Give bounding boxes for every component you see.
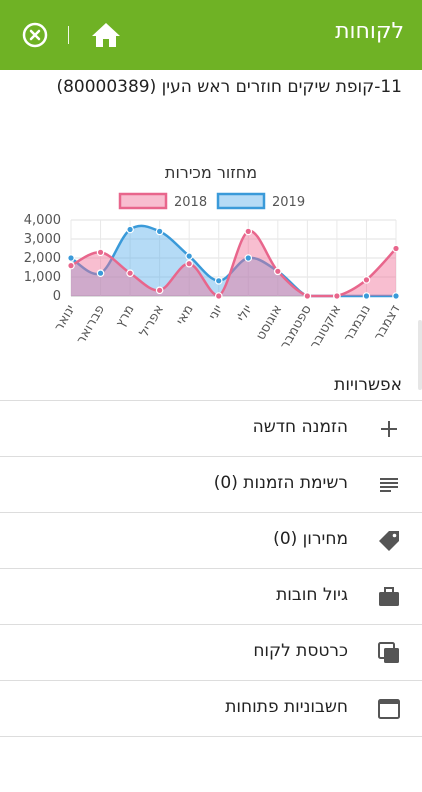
data-point-2018 bbox=[214, 292, 223, 300]
menu-item-label: חשבוניות פתוחות bbox=[225, 697, 348, 717]
x-tick-label: ינואר bbox=[52, 302, 79, 334]
price-list-item[interactable]: מחירון (0) bbox=[0, 512, 422, 568]
debt-aging-item[interactable]: גיול חובות bbox=[0, 568, 422, 624]
sales-chart: מחזור מכירות 2019 2018 0 1,000 2,000 3,000 4,00… bbox=[0, 150, 422, 375]
x-tick-label: דצמבר bbox=[371, 303, 403, 344]
legend-swatch-2018 bbox=[118, 192, 168, 210]
window-icon bbox=[378, 699, 400, 719]
data-point-2018 bbox=[362, 276, 371, 284]
close-circle-icon bbox=[22, 22, 48, 48]
chart-title: מחזור מכירות bbox=[165, 163, 257, 182]
data-point-2019 bbox=[362, 292, 371, 300]
more-item[interactable] bbox=[0, 736, 422, 792]
data-point-2018 bbox=[244, 227, 253, 236]
legend-label-2019: 2019 bbox=[272, 195, 305, 210]
y-tick-label: 1,000 bbox=[24, 270, 61, 285]
customer-title: 11-קופת שיקים חוזרים ראש העין (80000389) bbox=[56, 77, 402, 97]
menu-item-label: גיול חובות bbox=[276, 585, 348, 605]
x-tick-label: אוגוסט bbox=[253, 303, 285, 343]
data-point-2018 bbox=[303, 292, 312, 300]
briefcase-icon bbox=[379, 587, 399, 606]
home-icon bbox=[92, 23, 120, 47]
x-tick-label: מרץ bbox=[113, 303, 138, 331]
y-tick-label: 3,000 bbox=[24, 232, 61, 247]
data-point-2019 bbox=[126, 225, 134, 234]
top-app-bar: לקוחות bbox=[0, 0, 422, 70]
data-point-2019 bbox=[96, 269, 105, 278]
home-button[interactable] bbox=[90, 20, 122, 50]
plus-icon bbox=[381, 421, 397, 437]
data-point-2019 bbox=[244, 254, 253, 262]
x-tick-label: מאי bbox=[173, 303, 196, 328]
x-tick-label: נובמבר bbox=[341, 303, 374, 345]
orders-list-item[interactable]: רשימת הזמנות (0) bbox=[0, 456, 422, 512]
list-icon bbox=[380, 478, 398, 492]
data-point-2018 bbox=[96, 248, 105, 257]
x-tick-label: יולי bbox=[234, 302, 255, 324]
data-point-2019 bbox=[67, 254, 75, 262]
data-point-2018 bbox=[274, 267, 282, 276]
customer-card-item[interactable]: כרטסת לקוח bbox=[0, 624, 422, 680]
legend-label-2018: 2018 bbox=[174, 195, 207, 210]
data-point-2018 bbox=[126, 269, 134, 278]
sales-chart-svg: מחזור מכירות 2019 2018 0 1,000 2,000 3,000 4,00… bbox=[24, 163, 404, 352]
y-tick-label: 0 bbox=[53, 289, 61, 304]
divider bbox=[68, 26, 69, 44]
data-point-2019 bbox=[214, 277, 223, 285]
data-point-2019 bbox=[155, 227, 164, 236]
menu-item-label: הזמנה חדשה bbox=[252, 417, 348, 437]
new-order-item[interactable]: הזמנה חדשה bbox=[0, 400, 422, 456]
data-point-2018 bbox=[67, 261, 75, 270]
options-menu: הזמנה חדשה רשימת הזמנות (0) מחירון (0) ג… bbox=[0, 400, 422, 792]
x-tick-label: יוני bbox=[206, 302, 226, 322]
page-title: לקוחות bbox=[335, 19, 404, 44]
data-point-2018 bbox=[155, 286, 164, 295]
data-point-2018 bbox=[392, 244, 400, 253]
data-point-2018 bbox=[333, 292, 341, 300]
open-invoices-item[interactable]: חשבוניות פתוחות bbox=[0, 680, 422, 736]
options-heading: אפשרויות bbox=[334, 375, 402, 395]
menu-item-label: רשימת הזמנות (0) bbox=[213, 473, 348, 493]
x-tick-label: אפריל bbox=[137, 303, 167, 340]
scrollbar[interactable] bbox=[418, 320, 422, 390]
y-tick-label: 2,000 bbox=[24, 251, 61, 266]
series-area-2019 bbox=[71, 225, 396, 296]
menu-item-label: כרטסת לקוח bbox=[253, 641, 348, 661]
cards-icon bbox=[378, 642, 399, 663]
x-tick-label: פברואר bbox=[74, 303, 108, 347]
data-point-2018 bbox=[185, 259, 193, 268]
data-point-2019 bbox=[185, 252, 193, 260]
y-tick-label: 4,000 bbox=[24, 213, 61, 228]
menu-item-label: מחירון (0) bbox=[273, 529, 348, 549]
tag-icon bbox=[379, 531, 399, 551]
data-point-2019 bbox=[392, 292, 400, 300]
legend-swatch-2019 bbox=[216, 192, 266, 210]
close-button[interactable] bbox=[22, 22, 48, 48]
